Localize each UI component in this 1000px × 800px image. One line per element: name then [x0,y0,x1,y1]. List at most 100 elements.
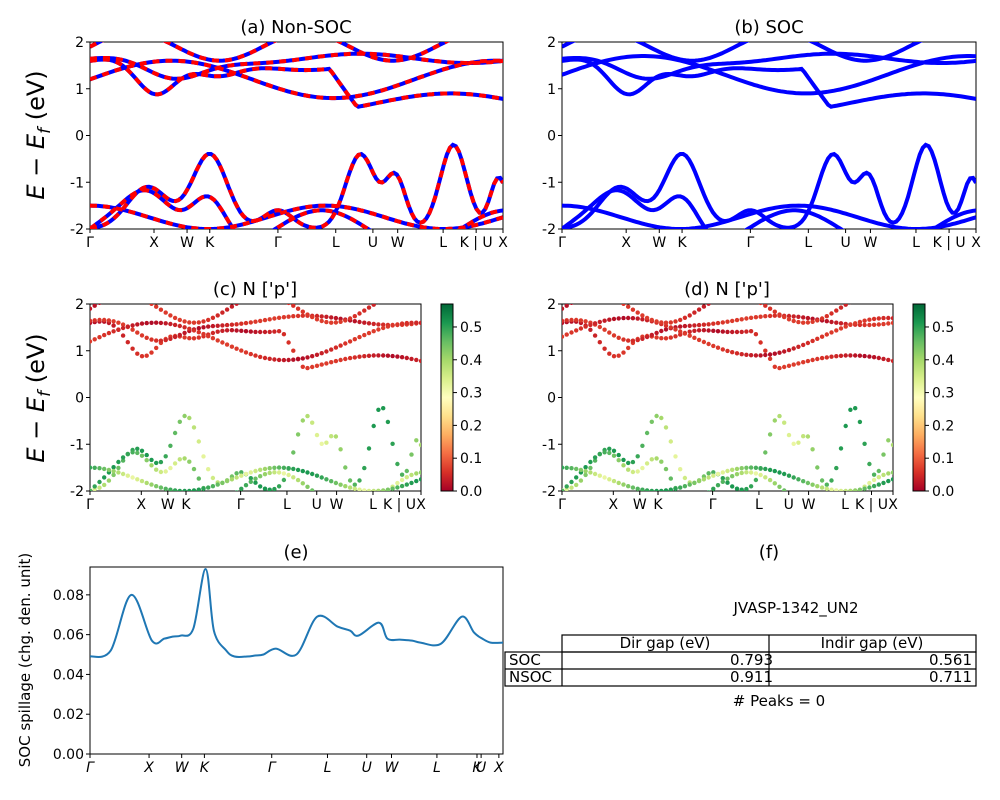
panel-c-point [220,480,225,486]
panel-d-point [767,306,773,311]
panel-d-point [654,413,659,419]
panel-d-point [659,336,664,341]
panel-d-point [744,486,749,491]
panel-d-point [711,321,716,326]
title-b: (b) SOC [734,17,803,38]
panel-c-point [135,446,140,451]
panel-c-point [314,432,320,438]
panel-c-point [144,480,149,486]
panel-d-point [891,297,895,301]
panel-d-point [881,480,886,486]
panel-d-point [824,314,829,319]
panel-c-point [300,313,305,318]
panel-d-point [857,353,863,358]
panel-c-point [220,323,225,328]
panel-c-point [220,328,225,333]
panel-c-point [206,334,211,339]
panel-b-xtick-label: K [677,235,687,251]
panel-d-point [597,340,602,345]
panel-d-point [838,321,844,326]
panel-c-point [111,472,116,478]
panel-c-point [116,327,121,332]
panel-d-ytick-label: 0 [547,391,556,407]
panel-d-point [640,336,645,341]
panel-d-ytick-label: 1 [547,344,556,360]
panel-c-point [362,308,367,313]
panel-a-overlay-band-line [90,142,503,229]
panel-c-point [291,466,296,472]
panel-c-point [376,353,381,358]
panel-c-point [215,313,220,318]
panel-d-point [569,479,574,485]
panel-c-point [343,484,348,489]
panel-c-point [90,465,93,470]
panel-d-point [843,423,848,429]
panel-d-point [862,322,867,328]
panel-d-point [673,334,678,339]
panel-c-point [409,480,414,486]
panel-d-point [730,329,735,335]
panel-c-ytick-label: -2 [70,484,84,500]
panel-d-point [744,316,749,321]
panel-d-point [621,350,626,355]
panel-a-ytick-label: 2 [75,35,84,51]
panel-d-point [886,357,891,363]
panel-d-point [739,466,744,471]
panel-d-point [786,317,792,322]
panel-d-point [834,504,838,508]
panel-c-point [324,319,329,325]
panel-d-xtick-label: K | U [855,497,888,513]
panel-d-point [692,499,696,503]
panel-d-point [853,488,858,491]
colorbar-c-tick-label: 0.2 [460,418,482,434]
panel-d-point [763,450,768,455]
panel-d-point [834,308,839,313]
panel-d-point [562,488,565,491]
panel-d-point [607,295,611,299]
panel-d-point [786,432,792,438]
panel-c-point [97,466,102,471]
panel-d-point [843,304,848,307]
panel-c-point [139,321,145,326]
panel-b-ytick-label: 2 [547,35,556,51]
panel-d-point [611,333,617,338]
panel-c-point [357,311,362,316]
panel-d-point [862,486,867,491]
panel-c-point [191,336,197,341]
panel-d-point [753,353,759,358]
panel-d-point [649,419,654,424]
panel-d-point [838,353,844,358]
panel-d-point [890,477,893,482]
panel-d-point [663,488,669,491]
panel-d-point [767,477,773,483]
panel-c-point [329,347,334,352]
panel-c-point [295,313,301,319]
panel-c-point [116,470,121,475]
panel-d-point [796,344,801,349]
panel-c-point [163,454,168,459]
panel-c-point [172,322,178,328]
panel-e-ytick-label: 0.02 [53,707,84,723]
panel-d-point [890,442,893,448]
panel-c-point [102,317,107,323]
panel-d-point [819,485,825,490]
panel-c-point [102,298,106,302]
panel-c-ytick-label: 1 [75,344,84,360]
panel-d-point [569,485,574,490]
panel-c-point [243,350,249,355]
panel-c-point [234,346,239,351]
ylabel-e: SOC spillage (chg. den. unit) [16,553,34,768]
panel-d-point [678,467,683,472]
panel-d-point [630,316,636,321]
panel-d-point [815,507,819,511]
panel-d-point [574,298,578,302]
panel-d-point [640,313,645,318]
panel-c-point [366,488,372,491]
panel-c-point [139,333,145,338]
panel-d-point [701,339,707,345]
colorbar-c-tick-label: 0.5 [460,320,482,336]
panel-d-point [683,498,687,502]
panel-d-point [592,458,598,463]
panel-e-xtick-label: U [476,760,486,776]
panel-d-point [862,294,866,298]
